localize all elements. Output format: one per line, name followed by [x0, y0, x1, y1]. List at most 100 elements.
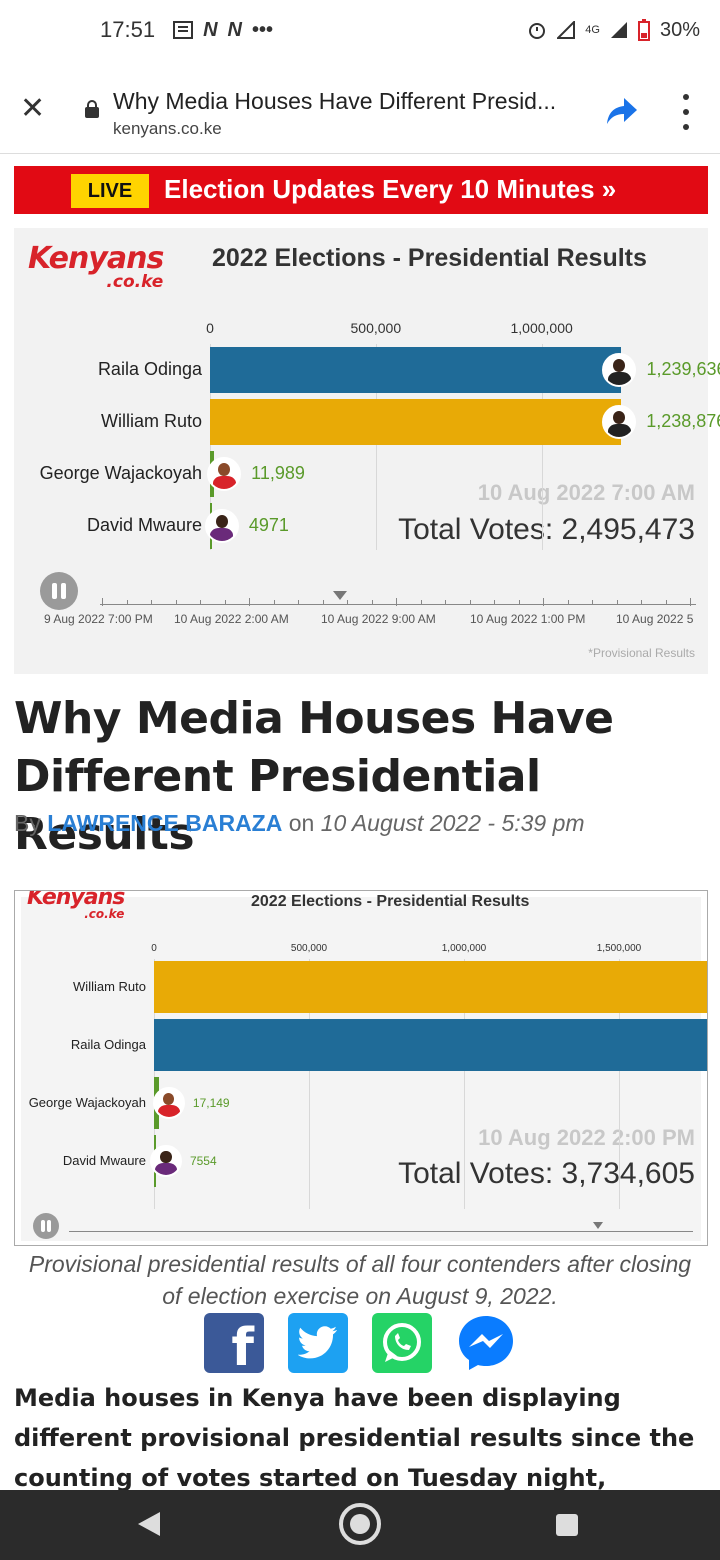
author-link[interactable]: LAWRENCE BARAZA — [47, 810, 283, 836]
timeline-label: 9 Aug 2022 7:00 PM — [44, 612, 153, 626]
lock-icon — [85, 100, 99, 118]
gridline — [309, 959, 310, 1209]
chart-title: 2022 Elections - Presidential Results — [251, 893, 530, 910]
x-tick-label: 500,000 — [350, 320, 402, 336]
byline: By LAWRENCE BARAZA on 10 August 2022 - 5… — [14, 810, 585, 837]
timeline-marker[interactable] — [333, 591, 347, 600]
results-chart-image: Kenyans .co.ke 2022 Elections - Presiden… — [14, 890, 708, 1246]
close-icon[interactable]: ✕ — [20, 92, 46, 125]
n-icon: N — [203, 18, 218, 41]
bar-category-label: David Mwaure — [86, 515, 202, 536]
bar-value-label: 11,989 — [251, 463, 305, 484]
timeline-tick — [567, 600, 569, 605]
candidate-avatar — [204, 509, 239, 543]
bar-value-label: 17,149 — [192, 1095, 230, 1110]
live-tag: LIVE — [71, 174, 149, 208]
battery-icon — [637, 19, 650, 41]
timeline-axis — [100, 604, 696, 605]
candidate-avatar — [602, 405, 637, 439]
battery-percent: 30% — [659, 18, 700, 41]
gridline — [541, 344, 543, 550]
timeline-tick — [469, 600, 471, 605]
timeline-tick — [494, 600, 495, 605]
timeline-tick — [126, 600, 128, 605]
bar-category-label: George Wajackoyah — [39, 463, 202, 484]
image-caption: Provisional presidential results of all … — [28, 1251, 692, 1309]
timeline-label: 10 Aug 2022 5 — [616, 612, 694, 626]
timeline-axis — [69, 1231, 693, 1232]
timeline-tick — [249, 598, 250, 606]
timeline-tick — [641, 600, 642, 605]
facebook-share-button[interactable]: f — [204, 1313, 264, 1378]
timeline-tick — [151, 600, 152, 605]
bar-category-label: Raila Odinga — [97, 359, 202, 380]
network-label: 4G — [585, 24, 600, 36]
messenger-icon — [459, 1316, 513, 1370]
results-chart-live: Kenyans .co.ke 2022 Elections - Presiden… — [14, 228, 720, 674]
whatsapp-icon — [383, 1323, 421, 1362]
candidate-avatar — [207, 457, 242, 491]
gridline — [619, 959, 620, 1209]
timeline-tick — [298, 600, 299, 605]
signal-icon-2 — [610, 22, 627, 38]
bar-raila-odinga — [210, 347, 622, 393]
gridline — [375, 344, 377, 550]
timeline-tick — [396, 598, 397, 606]
gridline — [464, 959, 465, 1209]
twitter-share-button[interactable] — [288, 1313, 348, 1373]
facebook-icon: f — [231, 1318, 254, 1378]
messenger-share-button[interactable] — [456, 1313, 516, 1373]
chart-total-votes: Total Votes: 2,495,473 — [398, 513, 695, 546]
candidate-avatar — [149, 1145, 182, 1177]
kenyans-logo: Kenyans .co.ke — [27, 890, 125, 921]
live-banner-text[interactable]: Election Updates Every 10 Minutes » — [164, 174, 617, 204]
twitter-icon — [298, 1326, 337, 1359]
news-icon — [173, 21, 194, 39]
page-title[interactable]: Why Media Houses Have Different Presid..… — [113, 88, 557, 114]
pause-button[interactable] — [40, 572, 78, 610]
timeline-tick — [200, 600, 201, 605]
system-icons: 4G 30% — [527, 19, 700, 42]
x-tick-label: 0 — [206, 320, 214, 336]
publish-date: 10 August 2022 - 5:39 pm — [320, 810, 585, 836]
x-tick-label: 500,000 — [290, 943, 328, 954]
timeline-label: 10 Aug 2022 1:00 PM — [470, 612, 586, 626]
bar-value-label: 1,238,876 — [646, 411, 720, 432]
live-updates-banner[interactable]: LIVE Election Updates Every 10 Minutes » — [14, 166, 708, 214]
timeline-tick — [102, 598, 103, 606]
byline-on: on — [288, 810, 315, 836]
chart-total-votes: Total Votes: 3,734,605 — [398, 1157, 695, 1190]
timeline-tick — [420, 600, 422, 605]
timeline-tick — [616, 600, 618, 605]
share-icon[interactable] — [606, 96, 638, 126]
recents-icon[interactable] — [556, 1514, 578, 1536]
bar-value-label: 7554 — [189, 1153, 217, 1168]
timeline-tick — [371, 600, 373, 605]
timeline-tick — [224, 600, 226, 605]
pause-button — [33, 1213, 59, 1239]
timeline-marker — [593, 1222, 603, 1229]
back-icon[interactable] — [138, 1512, 160, 1536]
timeline-tick — [445, 600, 446, 605]
chart-date-label: 10 Aug 2022 7:00 AM — [477, 480, 695, 505]
more-menu-icon[interactable] — [676, 94, 696, 130]
gridline — [210, 344, 211, 550]
system-nav-bar — [0, 1490, 720, 1560]
bar-category-label: William Ruto — [100, 411, 202, 432]
home-icon[interactable] — [339, 1503, 381, 1545]
timeline-label: 10 Aug 2022 9:00 AM — [321, 612, 436, 626]
x-tick-label: 0 — [151, 943, 157, 954]
whatsapp-share-button[interactable] — [372, 1313, 432, 1373]
chart-title: 2022 Elections - Presidential Results — [212, 244, 647, 272]
timeline-tick — [322, 600, 324, 605]
page-domain[interactable]: kenyans.co.ke — [113, 119, 222, 138]
notification-icons: N N ••• — [173, 19, 273, 42]
bar-category-label: David Mwaure — [62, 1153, 146, 1169]
article-headline: Why Media Houses Have Different Presiden… — [14, 693, 614, 860]
browser-toolbar: ✕ Why Media Houses Have Different Presid… — [0, 60, 720, 154]
byline-prefix: By — [14, 810, 41, 836]
candidate-avatar — [602, 353, 637, 387]
status-bar: 17:51 N N ••• 4G 30% — [0, 0, 720, 60]
signal-icon — [557, 21, 576, 39]
n-icon: N — [227, 18, 242, 41]
